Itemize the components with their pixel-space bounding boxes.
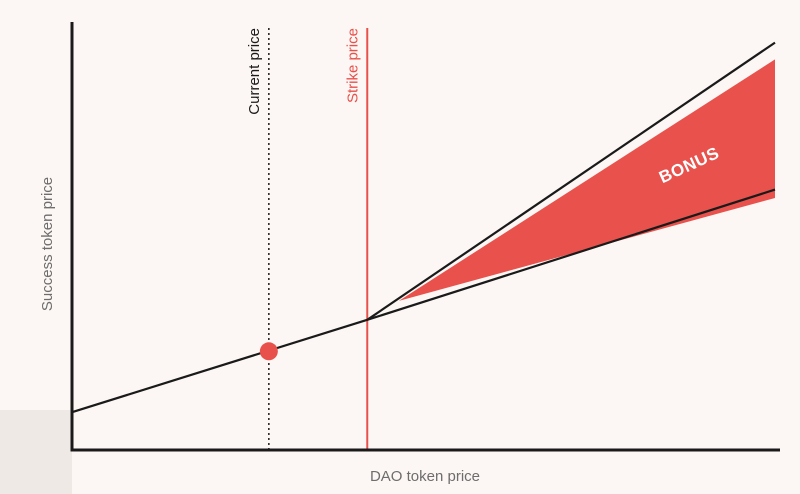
y-axis-title: Success token price xyxy=(39,177,56,311)
bonus-area xyxy=(398,59,775,301)
strike-price-label: Strike price xyxy=(344,28,361,103)
base-line xyxy=(71,188,776,414)
current-price-label: Current price xyxy=(246,28,263,115)
upper-line xyxy=(366,41,776,321)
x-axis-title: DAO token price xyxy=(370,468,480,485)
corner-shading xyxy=(0,410,72,494)
current-price-point xyxy=(259,342,278,361)
